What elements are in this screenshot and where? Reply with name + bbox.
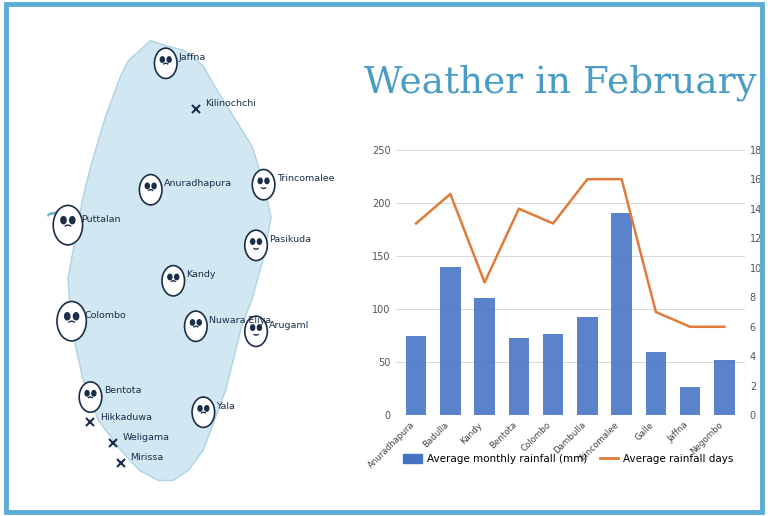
Text: Colombo: Colombo [84,311,127,319]
Circle shape [265,178,269,184]
Circle shape [161,57,164,62]
Text: ~: ~ [41,201,64,224]
Bar [440,267,461,415]
Text: Puttalan: Puttalan [81,215,121,223]
Text: Jaffna: Jaffna [179,53,206,62]
Circle shape [92,391,96,396]
Circle shape [252,169,275,200]
Text: Anuradhapura: Anuradhapura [164,179,232,188]
Legend: Average monthly rainfall (mm), Average rainfall days: Average monthly rainfall (mm), Average r… [399,450,738,469]
Bar [680,386,700,415]
Text: Hikkaduwa: Hikkaduwa [100,413,152,422]
Circle shape [198,406,202,411]
Bar [475,298,495,415]
Bar [714,360,735,415]
Text: Pasikuda: Pasikuda [270,235,311,244]
Polygon shape [68,41,271,480]
Circle shape [245,230,267,261]
Text: Yala: Yala [217,401,236,411]
Bar [543,333,564,415]
Circle shape [257,325,261,330]
Text: Weather in February: Weather in February [364,64,757,101]
Circle shape [174,274,179,280]
Circle shape [154,48,177,78]
Circle shape [250,325,255,330]
Text: Weligama: Weligama [122,433,170,442]
Text: Mirissa: Mirissa [130,453,164,462]
Circle shape [79,382,101,412]
Bar [577,316,598,415]
Circle shape [162,266,184,296]
Text: Nuwara Eliya: Nuwara Eliya [209,316,271,325]
Bar [646,351,666,415]
Circle shape [140,174,162,205]
Bar [508,338,529,415]
Circle shape [145,183,149,189]
Circle shape [65,313,70,320]
Circle shape [190,320,194,325]
Circle shape [197,320,201,325]
Circle shape [205,406,209,411]
Circle shape [184,311,207,342]
Circle shape [85,391,89,396]
Circle shape [70,217,75,224]
Circle shape [168,274,172,280]
Circle shape [61,217,66,224]
Circle shape [74,313,78,320]
Circle shape [250,239,255,244]
Bar [406,336,426,415]
Text: Arugaml: Arugaml [270,321,310,330]
Circle shape [152,183,156,189]
Text: Trincomalee: Trincomalee [276,174,334,183]
Text: Bentota: Bentota [104,386,141,395]
Circle shape [257,239,261,244]
Text: Kilinochchi: Kilinochchi [205,99,256,108]
Circle shape [167,57,171,62]
Circle shape [258,178,262,184]
Circle shape [192,397,214,427]
Circle shape [53,205,83,245]
Circle shape [245,316,267,347]
Text: Kandy: Kandy [187,270,216,279]
Circle shape [57,301,86,341]
Bar [611,214,632,415]
